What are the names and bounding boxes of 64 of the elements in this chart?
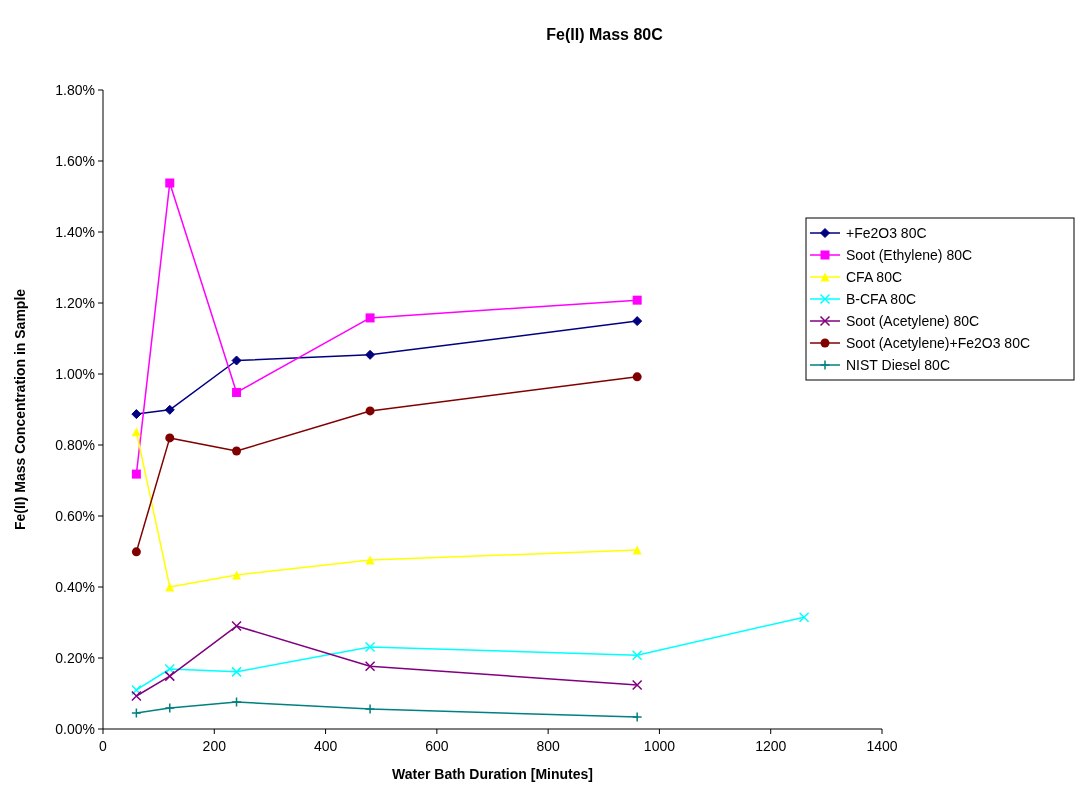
y-tick-label: 1.20% (55, 294, 95, 311)
point (231, 355, 242, 366)
y-tick-label: 0.80% (55, 436, 95, 453)
point (232, 387, 242, 397)
point (165, 178, 175, 188)
y-tick-label: 1.60% (55, 152, 95, 169)
legend-label: Soot (Ethylene) 80C (846, 246, 973, 263)
x-tick-label: 400 (313, 738, 338, 754)
point (364, 641, 376, 653)
point (364, 703, 376, 715)
legend-label: +Fe2O3 80C (846, 224, 927, 241)
y-tick-label: 0.40% (55, 578, 95, 595)
x-tick-label: 0 (99, 738, 108, 754)
point (131, 707, 142, 719)
legend-label: Soot (Acetylene)+Fe2O3 80C (846, 334, 1031, 351)
point (232, 570, 242, 580)
point (131, 469, 141, 479)
x-tick-label: 1000 (643, 738, 676, 754)
point (164, 670, 176, 682)
point (231, 696, 242, 708)
point (131, 684, 142, 696)
x-tick-label: 800 (536, 738, 561, 754)
y-tick-label: 1.40% (55, 223, 95, 240)
x-tick-label: 200 (202, 738, 227, 754)
x-axis-title: Water Bath Duration [Minutes] (392, 766, 593, 782)
point (631, 679, 643, 691)
y-tick-label: 1.80% (55, 81, 95, 98)
y-tick-label: 0.00% (55, 720, 95, 737)
point (131, 427, 141, 437)
point (231, 620, 242, 632)
point (131, 409, 142, 420)
x-tick-label: 600 (425, 738, 449, 754)
point (631, 711, 643, 723)
y-tick-label: 1.00% (55, 365, 95, 382)
point (232, 446, 242, 456)
point (364, 660, 376, 672)
legend-label: B-CFA 80C (846, 290, 917, 307)
legend-label: Soot (Acetylene) 80C (846, 312, 980, 329)
point (165, 433, 175, 443)
point (164, 702, 176, 714)
point (632, 316, 643, 327)
y-axis-title: Fe(II) Mass Concentration in Sample (12, 288, 28, 531)
point (632, 295, 642, 305)
point (365, 349, 376, 360)
point (165, 582, 175, 592)
legend-label: NIST Diesel 80C (846, 356, 951, 373)
point (365, 555, 375, 565)
point (632, 545, 642, 555)
point (231, 666, 242, 678)
legend-label: CFA 80C (846, 268, 903, 285)
y-tick-label: 0.20% (55, 649, 95, 666)
y-tick-label: 0.60% (55, 507, 95, 524)
x-tick-label: 1400 (866, 738, 898, 754)
point (164, 663, 176, 675)
point (131, 547, 141, 557)
point (365, 313, 375, 323)
x-tick-label: 1200 (755, 738, 787, 754)
chart-title: Fe(II) Mass 80C (546, 26, 664, 43)
point (365, 406, 375, 416)
point (632, 372, 642, 382)
point (798, 611, 810, 623)
point (631, 649, 643, 661)
point (131, 690, 142, 702)
point (164, 404, 175, 415)
